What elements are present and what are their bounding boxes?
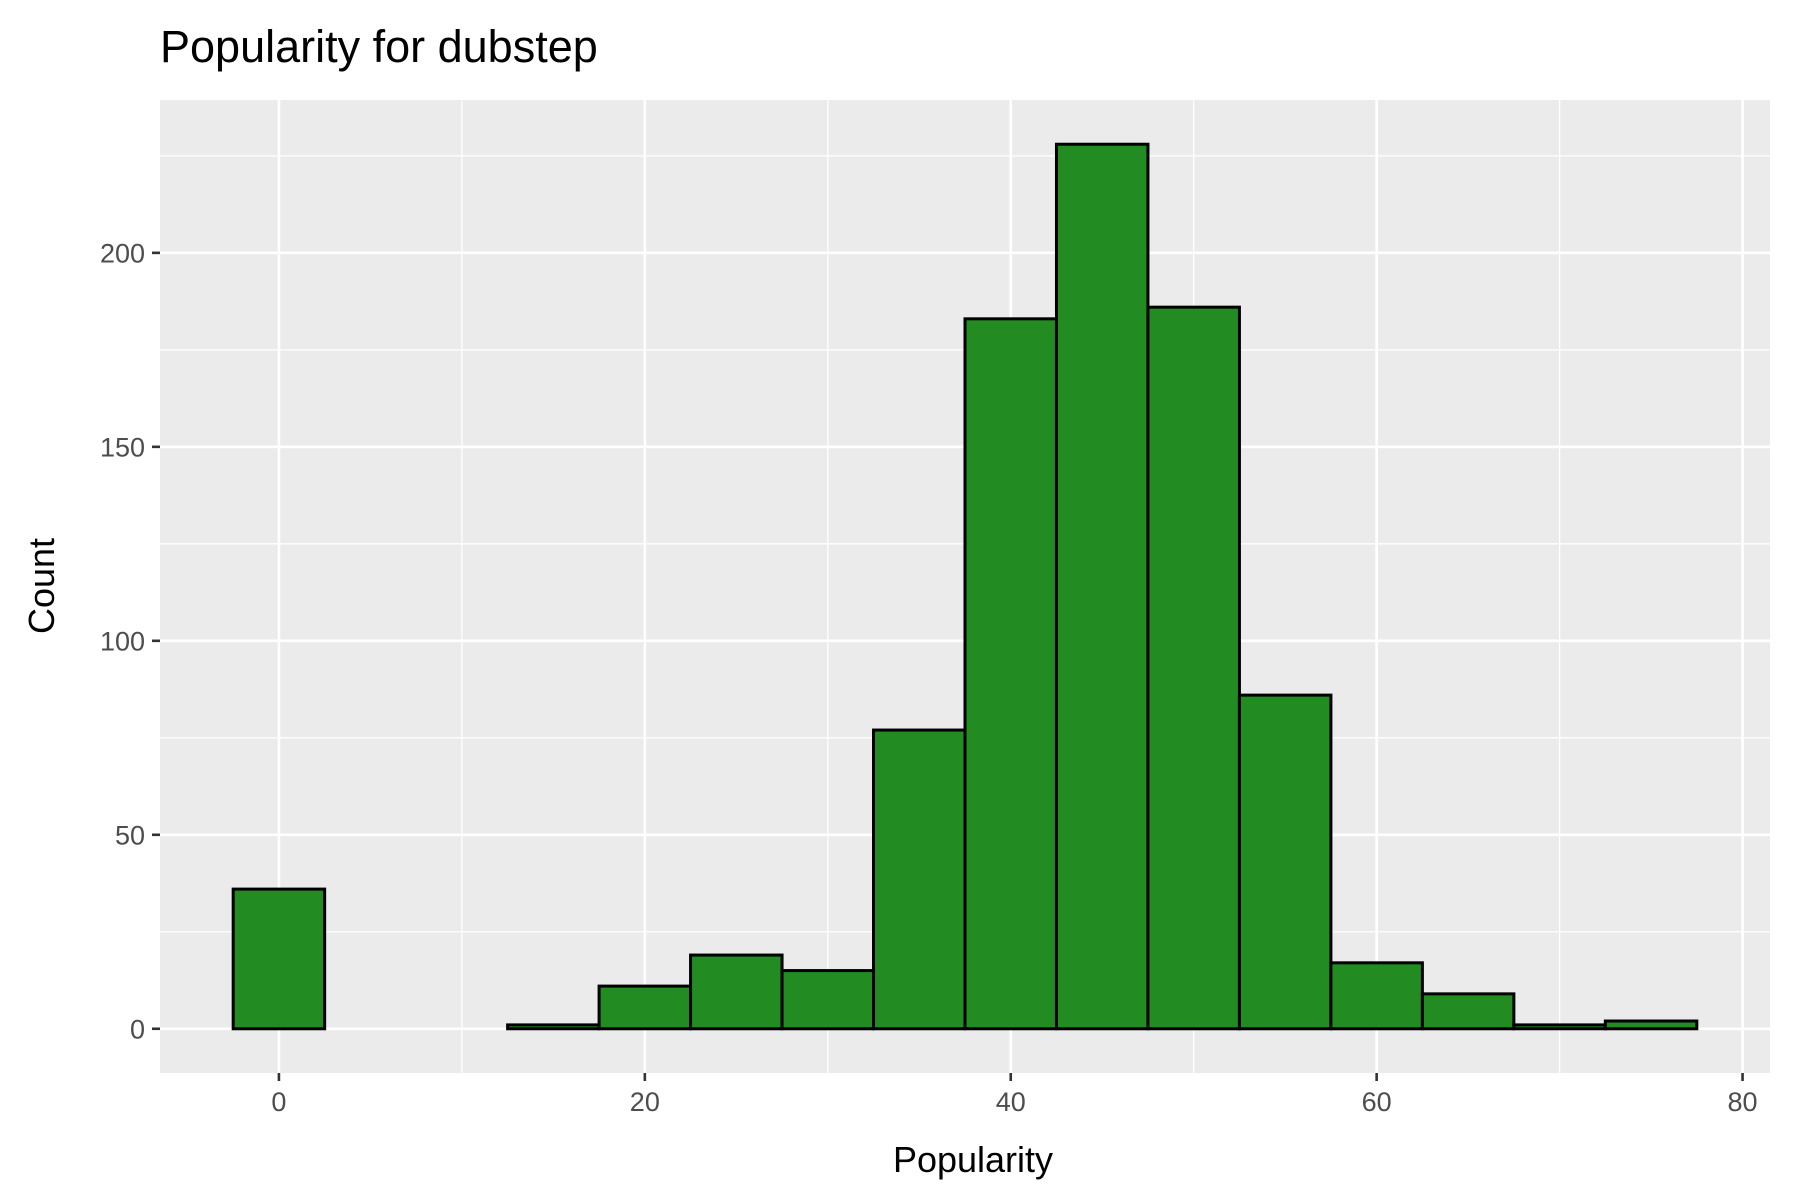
histogram-bar: [689, 953, 784, 1031]
chart-title: Popularity for dubstep: [160, 21, 598, 72]
histogram-bar: [506, 1023, 601, 1031]
y-axis-title: Count: [21, 538, 62, 634]
histogram-bar: [1603, 1019, 1699, 1031]
x-axis-title: Popularity: [893, 1139, 1053, 1180]
histogram-bar: [1420, 992, 1516, 1031]
histogram-bar: [231, 887, 327, 1031]
y-tick-label: 50: [115, 820, 145, 850]
histogram-bar: [963, 317, 1058, 1031]
y-tick-label: 100: [100, 626, 145, 656]
y-tick-label: 200: [100, 238, 145, 268]
x-tick-label: 0: [271, 1087, 286, 1117]
histogram-bar: [1237, 693, 1333, 1031]
y-tick-label: 150: [100, 432, 145, 462]
histogram-bar: [1146, 305, 1241, 1031]
x-axis: 0 20 40 60 80: [271, 1073, 1758, 1117]
histogram-bars: [231, 142, 1699, 1031]
y-axis: 0 50 100 150 200: [100, 238, 160, 1044]
histogram-bar: [780, 969, 876, 1031]
x-tick-label: 20: [630, 1087, 660, 1117]
histogram-bar: [1054, 142, 1150, 1031]
x-tick-label: 60: [1362, 1087, 1392, 1117]
histogram-bar: [872, 728, 967, 1031]
y-tick-label: 0: [130, 1014, 145, 1044]
x-tick-label: 80: [1728, 1087, 1758, 1117]
histogram-bar: [1512, 1023, 1607, 1031]
histogram-bar: [597, 984, 693, 1031]
x-tick-label: 40: [996, 1087, 1026, 1117]
histogram-bar: [1329, 961, 1424, 1031]
